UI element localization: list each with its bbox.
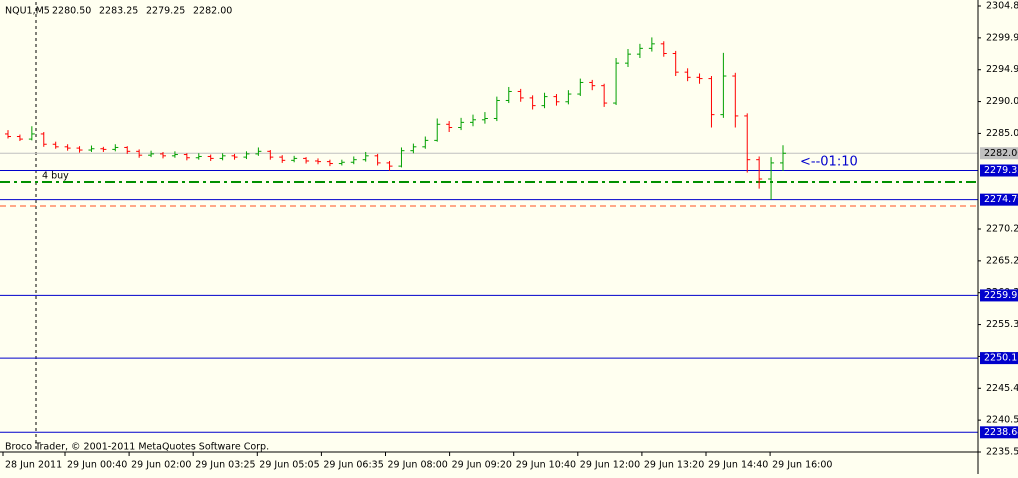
x-tick-label: 29 Jun 05:05 (259, 460, 319, 471)
x-tick-label: 29 Jun 06:35 (323, 460, 383, 471)
current-price-box (980, 147, 1018, 160)
price-label-box (980, 352, 1018, 365)
y-tick-label: 2294.98 (986, 64, 1018, 75)
x-tick-label: 29 Jun 03:25 (195, 460, 255, 471)
quote-value: 2282.00 (193, 6, 232, 17)
footer: Broco Trader, © 2001-2011 MetaQuotes Sof… (5, 442, 269, 453)
quote-value: 2280.50 (52, 6, 91, 17)
x-tick-label: 29 Jun 09:20 (452, 460, 512, 471)
price-line-label: 2250.17 (984, 353, 1018, 364)
x-tick-label: 29 Jun 13:20 (644, 460, 704, 471)
symbol-title: NQU1,M5 (5, 6, 50, 17)
x-tick-label: 29 Jun 16:00 (772, 460, 832, 471)
quote-value: 2283.25 (99, 6, 138, 17)
y-tick-label: 2285.08 (986, 128, 1018, 139)
price-label-box (980, 289, 1018, 302)
x-tick-label: 29 Jun 10:40 (516, 460, 576, 471)
y-tick-label: 2304.88 (986, 1, 1018, 12)
x-tick-label: 29 Jun 12:00 (580, 460, 640, 471)
y-tick-label: 2240.53 (986, 415, 1018, 426)
y-tick-label: 2299.93 (986, 32, 1018, 43)
price-label-box (980, 426, 1018, 439)
y-tick-label: 2290.03 (986, 96, 1018, 107)
y-tick-label: 2235.58 (986, 447, 1018, 458)
current-price-label: 2282.00 (984, 148, 1018, 159)
marks: 4 buy (0, 37, 978, 433)
price-line-label: 2274.79 (984, 194, 1018, 205)
x-tick-label: 29 Jun 14:40 (708, 460, 768, 471)
y-tick-label: 2265.28 (986, 255, 1018, 266)
countdown: <--01:10 (800, 155, 858, 170)
x-tick-label: 29 Jun 00:40 (67, 460, 127, 471)
x-tick-label: 29 Jun 02:00 (131, 460, 191, 471)
y-tick-label: 2245.48 (986, 383, 1018, 394)
price-label-box (980, 164, 1018, 177)
order-label: 4 buy (42, 171, 69, 182)
x-tick-label: 29 Jun 08:00 (388, 460, 448, 471)
price-line-label: 2238.64 (984, 427, 1018, 438)
price-line-label: 2279.32 (984, 165, 1018, 176)
y-tick-label: 2255.38 (986, 319, 1018, 330)
y-tick-label: 2270.23 (986, 224, 1018, 235)
price-line-label: 2259.91 (984, 290, 1018, 301)
price-label-box (980, 193, 1018, 206)
quote-value: 2279.25 (146, 6, 185, 17)
x-tick-label: 28 Jun 2011 (5, 460, 62, 471)
